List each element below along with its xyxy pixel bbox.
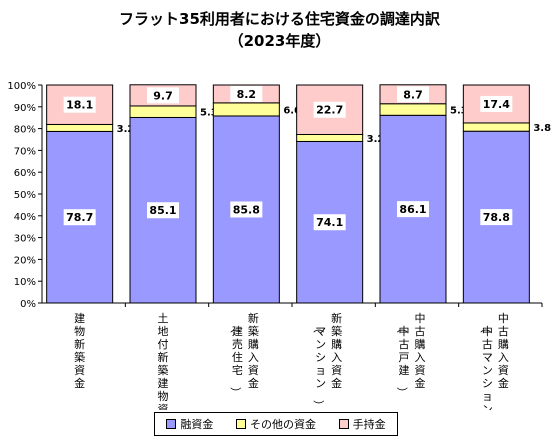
data-label-box	[63, 209, 96, 226]
legend-swatch	[338, 419, 349, 429]
legend-item: その他の資金	[235, 416, 316, 432]
y-tick-label: 80%	[14, 125, 36, 136]
data-label: 5.3	[450, 106, 468, 117]
x-category-label: 新築購入資金	[248, 311, 259, 390]
data-label: 22.7	[316, 104, 343, 117]
data-label: 86.1	[399, 203, 426, 216]
data-label-box	[147, 202, 179, 219]
x-category-label: 中古購入資金	[498, 312, 509, 390]
x-category-label: 土地付新築建物資金	[158, 312, 169, 410]
legend-label: 融資金	[180, 418, 214, 431]
bar-segment	[46, 123, 114, 132]
data-label-box	[230, 85, 263, 102]
data-label: 8.2	[237, 88, 257, 101]
data-label: 3.8	[533, 123, 551, 134]
data-label-box	[397, 86, 429, 103]
bar-segment	[212, 102, 280, 117]
data-label-box	[313, 214, 346, 231]
data-label: 3.2	[367, 134, 385, 145]
bar-segment	[462, 122, 530, 132]
bar-segment	[129, 105, 197, 118]
data-label: 9.7	[153, 89, 173, 102]
y-tick-label: 10%	[14, 277, 36, 288]
data-label: 85.8	[233, 203, 260, 216]
x-category-label: 建物新築資金	[74, 311, 85, 390]
data-label: 78.8	[483, 211, 510, 224]
chart-subtitle: （2023年度）	[228, 32, 331, 50]
y-tick-label: 60%	[14, 168, 36, 179]
data-label: 5.3	[200, 108, 218, 119]
bar-segment	[379, 103, 447, 116]
data-label-box	[147, 87, 179, 104]
data-label-box	[480, 209, 513, 226]
data-label-box	[480, 95, 513, 112]
data-label: 74.1	[316, 216, 343, 229]
y-tick-label: 70%	[14, 146, 36, 157]
legend-item: 融資金	[166, 416, 213, 432]
legend-swatch	[235, 419, 246, 429]
data-label-box	[230, 201, 263, 218]
y-tick-label: 0%	[20, 299, 36, 310]
y-tick-label: 100%	[7, 81, 36, 92]
data-label: 18.1	[66, 99, 93, 112]
bar-segment	[296, 133, 364, 142]
data-label: 17.4	[483, 98, 510, 111]
data-label-box	[313, 101, 346, 118]
data-label: 3.2	[117, 124, 135, 135]
y-tick-label: 50%	[14, 190, 36, 201]
data-label: 85.1	[149, 204, 176, 217]
y-tick-label: 20%	[14, 255, 36, 266]
data-label: 78.7	[66, 211, 93, 224]
chart-title: フラット35利用者における住宅資金の調達内訳	[119, 10, 440, 28]
legend: 融資金 その他の資金 手持金	[154, 412, 398, 436]
data-label-box	[397, 201, 429, 218]
x-category-label: 中古購入資金	[415, 312, 426, 390]
x-category-label: 新築購入資金	[331, 311, 342, 390]
legend-label: 手持金	[352, 418, 386, 431]
y-tick-label: 40%	[14, 212, 36, 223]
legend-label: その他の資金	[249, 418, 316, 431]
legend-item: 手持金	[338, 416, 386, 432]
bar-segment	[296, 84, 364, 135]
y-tick-label: 30%	[14, 234, 36, 245]
legend-swatch	[166, 419, 177, 429]
y-tick-label: 90%	[14, 103, 36, 114]
stacked-bar-chart: 0% 10% 20% 30% 40% 50% 60% 70% 80% 90% 100% 78.7 3.2…	[7, 81, 551, 410]
x-category-label-sub: （建売住宅）	[229, 322, 243, 398]
x-category-label-sub: （中古戸建）	[396, 322, 410, 398]
data-label: 8.7	[403, 88, 423, 101]
data-label-box	[63, 96, 96, 113]
x-category-label-sub: （中古マンション）	[479, 322, 493, 410]
data-label: 6.0	[283, 105, 301, 116]
x-category-label-sub: （マンション）	[312, 322, 326, 410]
